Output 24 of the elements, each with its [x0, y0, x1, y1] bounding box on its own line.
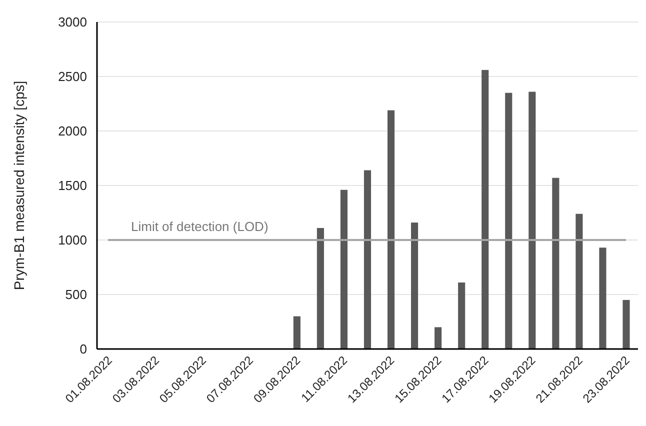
bar: [552, 178, 560, 349]
y-tick-label: 2000: [58, 124, 87, 139]
bar: [458, 282, 466, 349]
bar: [434, 327, 442, 349]
bar: [340, 190, 348, 349]
bar: [528, 92, 536, 349]
bar: [505, 92, 512, 349]
bar: [387, 110, 395, 349]
bar: [599, 248, 606, 349]
y-tick-label: 500: [65, 287, 87, 302]
y-tick-label: 1000: [58, 232, 87, 248]
y-tick-label: 0: [80, 342, 87, 357]
bar: [316, 228, 324, 349]
bar: [576, 214, 583, 349]
y-tick-label: 3000: [58, 14, 87, 30]
bar: [622, 300, 630, 349]
y-axis-title: Prym-B1 measured intensity [cps]: [11, 80, 27, 290]
y-tick-label: 2500: [58, 69, 87, 84]
bar: [364, 170, 372, 349]
bar: [293, 316, 300, 349]
y-tick-label: 1500: [58, 178, 87, 194]
bar: [411, 222, 418, 349]
ref-line-label: Limit of detection (LOD): [131, 219, 268, 234]
bar: [482, 70, 489, 349]
